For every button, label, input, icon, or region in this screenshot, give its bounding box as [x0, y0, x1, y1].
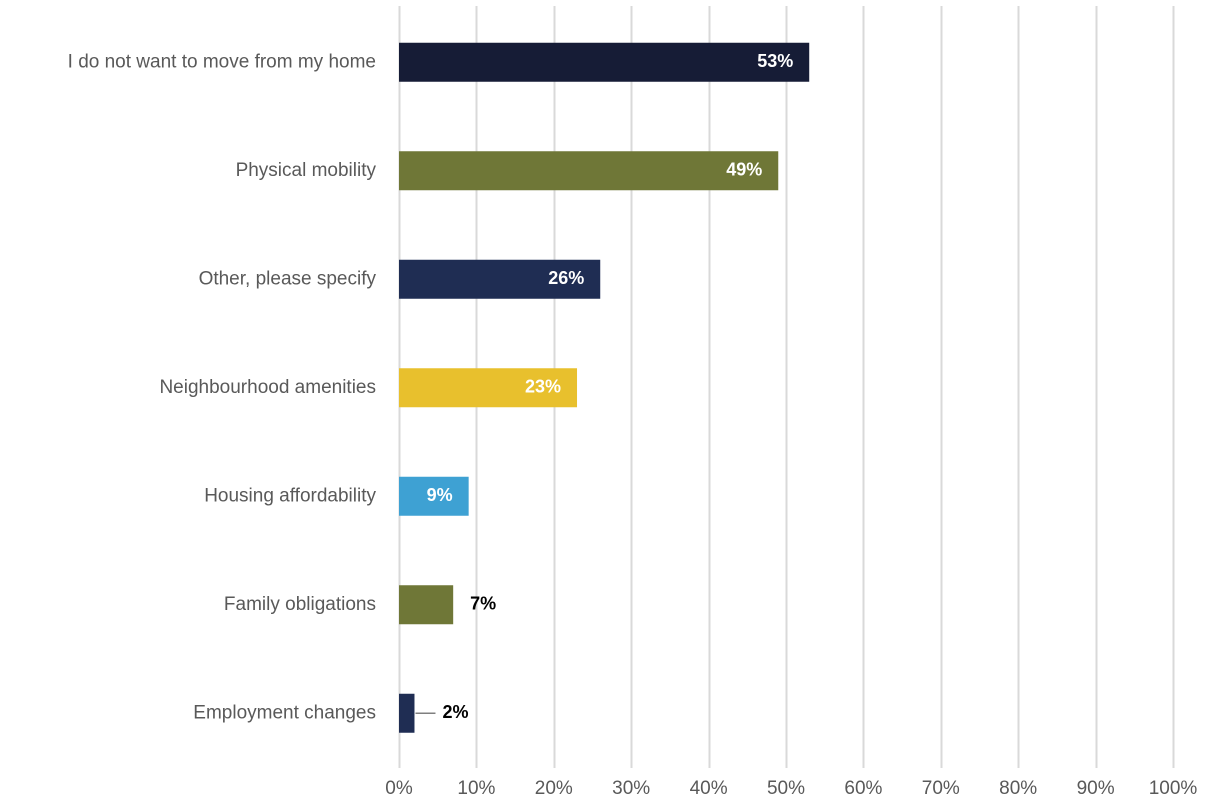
- x-tick-label: 80%: [999, 778, 1037, 799]
- x-tick-label: 50%: [767, 778, 805, 799]
- x-tick-label: 100%: [1149, 778, 1198, 799]
- category-label: Physical mobility: [236, 160, 377, 181]
- x-tick-label: 90%: [1077, 778, 1115, 799]
- category-label: Family obligations: [224, 594, 376, 615]
- data-label: 2%: [442, 702, 468, 722]
- x-tick-label: 0%: [385, 778, 413, 799]
- x-tick-label: 20%: [535, 778, 573, 799]
- data-label: 53%: [757, 51, 793, 71]
- x-tick-label: 40%: [690, 778, 728, 799]
- x-tick-label: 30%: [612, 778, 650, 799]
- category-label: Neighbourhood amenities: [159, 377, 376, 398]
- data-labels: 53% 49% 26% 23% 9% 7% 2%: [415, 51, 793, 722]
- bar: [399, 259, 601, 299]
- data-label: 26%: [548, 268, 584, 288]
- bar: [399, 585, 454, 625]
- data-label: 23%: [525, 377, 561, 397]
- data-label: 9%: [427, 485, 453, 505]
- bar: [399, 42, 810, 82]
- data-label: 7%: [470, 594, 496, 614]
- x-tick-labels: 0% 10% 20% 30% 40% 50% 60% 70% 80% 90% 100%: [385, 778, 1197, 799]
- bars: [399, 42, 810, 733]
- category-labels: I do not want to move from my home Physic…: [68, 51, 377, 723]
- x-tick-label: 60%: [844, 778, 882, 799]
- x-tick-label: 10%: [457, 778, 495, 799]
- bar: [399, 151, 779, 191]
- category-label: Housing affordability: [204, 485, 376, 506]
- data-label: 49%: [726, 160, 762, 180]
- bar: [399, 368, 578, 408]
- category-label: Other, please specify: [199, 268, 377, 289]
- gridlines: [398, 6, 1175, 768]
- x-tick-label: 70%: [922, 778, 960, 799]
- category-label: I do not want to move from my home: [68, 51, 376, 72]
- category-label: Employment changes: [193, 702, 376, 723]
- bar: [399, 476, 469, 516]
- bar: [399, 693, 415, 733]
